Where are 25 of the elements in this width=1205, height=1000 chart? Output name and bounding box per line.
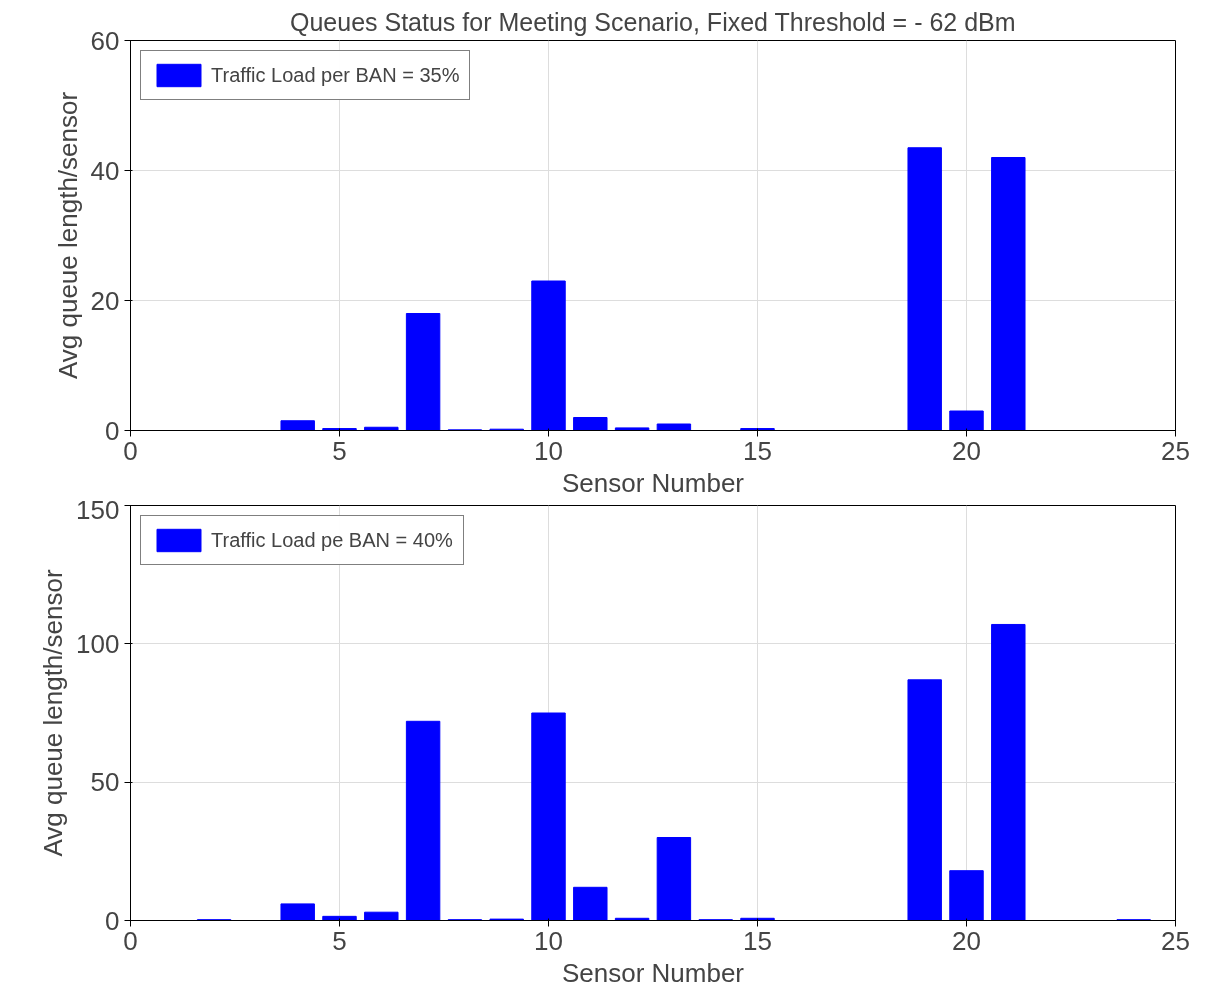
x-tick-label: 5 <box>332 925 347 956</box>
y-tick-label: 150 <box>76 494 120 525</box>
legend-label: Traffic Load per BAN = 35% <box>211 63 460 87</box>
x-tick-label: 15 <box>743 925 772 956</box>
chart-title: Queues Status for Meeting Scenario, Fixed Threshold = - 62 dBm <box>289 7 1016 36</box>
y-axis-title: Avg queue length/sensor <box>38 569 69 857</box>
x-tick-label: 25 <box>1161 435 1190 466</box>
x-tick-label: 10 <box>534 925 563 956</box>
x-tick-label: 20 <box>952 925 981 956</box>
y-tick-label: 20 <box>90 285 120 316</box>
y-tick-label: 0 <box>105 905 120 936</box>
y-tick-label: 100 <box>76 628 120 659</box>
x-tick-label: 25 <box>1161 925 1190 956</box>
x-tick-label: 20 <box>952 435 981 466</box>
x-axis-title: Sensor Number <box>561 467 745 498</box>
y-axis-title: Avg queue length/sensor <box>52 91 83 380</box>
legend-label: Traffic Load pe BAN = 40% <box>211 528 453 552</box>
x-axis-title: Sensor Number <box>561 957 745 988</box>
y-tick-label: 60 <box>90 25 120 56</box>
y-tick-label: 0 <box>105 415 120 446</box>
x-tick-label: 5 <box>332 435 347 466</box>
x-tick-label: 15 <box>743 435 772 466</box>
y-tick-label: 40 <box>90 155 120 186</box>
y-tick-label: 50 <box>90 767 120 798</box>
x-tick-label: 10 <box>534 435 563 466</box>
